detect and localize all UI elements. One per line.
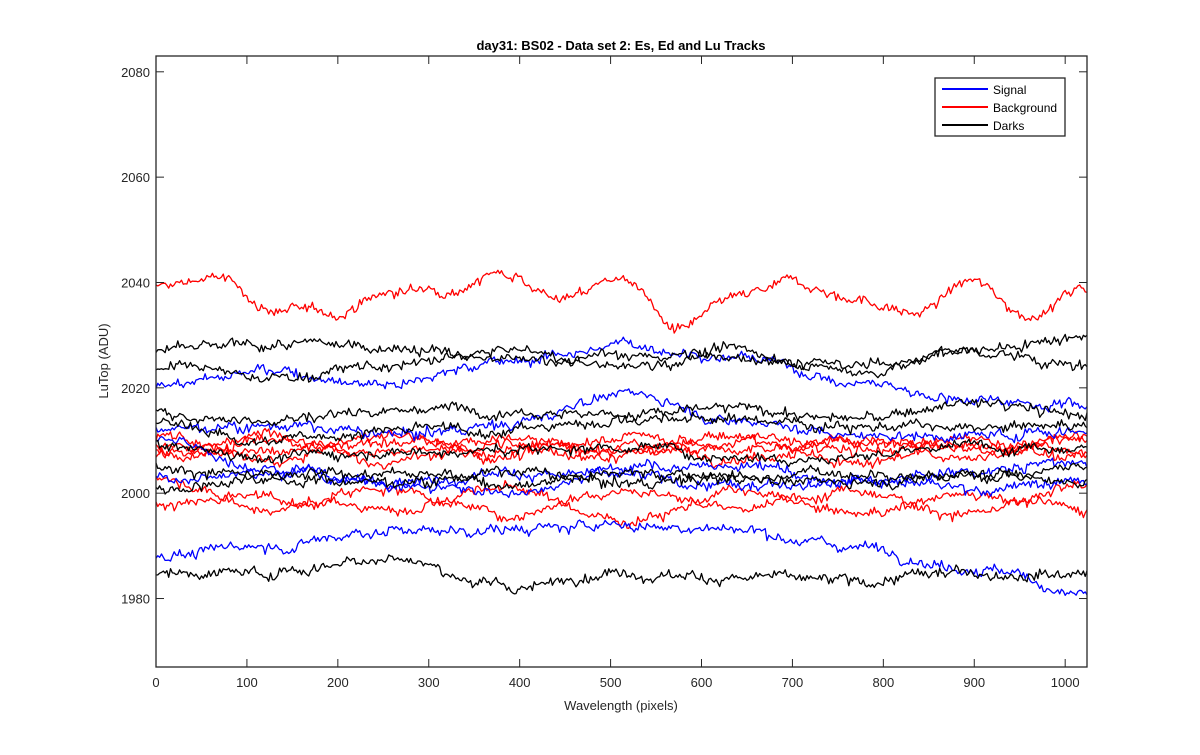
legend-label-signal: Signal [993, 83, 1026, 97]
series-line-darks-16 [155, 438, 1088, 468]
x-tick-label: 400 [509, 675, 531, 690]
chart-title: day31: BS02 - Data set 2: Es, Ed and Lu … [476, 38, 765, 53]
x-tick-label: 900 [963, 675, 985, 690]
series-layer [155, 269, 1088, 596]
x-tick-label: 700 [782, 675, 804, 690]
series-line-darks-19 [155, 554, 1088, 595]
series-line-darks-18 [155, 465, 1088, 495]
series-line-darks-14 [155, 398, 1088, 427]
plot-area-border [155, 55, 1088, 668]
series-line-background-4 [155, 427, 1088, 459]
legend-label-darks: Darks [993, 119, 1024, 133]
y-tick-label: 1980 [121, 592, 150, 607]
y-tick-label: 2000 [121, 486, 150, 501]
x-tick-label: 200 [327, 675, 349, 690]
x-tick-label: 500 [600, 675, 622, 690]
y-tick-label: 2040 [121, 275, 150, 290]
x-axis: 0 100 200 300 400 500 600 700 800 900 1000 [152, 56, 1080, 690]
y-tick-label: 2060 [121, 170, 150, 185]
y-axis: 1980 2000 2020 2040 2060 2080 [121, 65, 1087, 607]
series-line-background-6 [155, 475, 1088, 523]
x-tick-label: 100 [236, 675, 258, 690]
series-line-signal-11 [155, 519, 1088, 596]
series-line-darks-15 [155, 411, 1088, 447]
series-line-signal-10 [155, 435, 1088, 499]
series-line-darks-12 [155, 333, 1088, 371]
series-line-darks-13 [155, 341, 1088, 383]
x-tick-label: 600 [691, 675, 713, 690]
x-axis-label: Wavelength (pixels) [564, 698, 678, 713]
legend-label-background: Background [993, 101, 1057, 115]
series-line-signal-9 [155, 463, 1088, 497]
series-line-signal-8 [155, 388, 1088, 444]
x-tick-label: 1000 [1051, 675, 1080, 690]
y-axis-label: LuTop (ADU) [96, 323, 111, 398]
series-line-background-5 [155, 479, 1088, 529]
legend: Signal Background Darks [934, 77, 1066, 137]
x-tick-label: 0 [152, 675, 159, 690]
series-line-background-0 [155, 269, 1088, 334]
x-tick-label: 800 [872, 675, 894, 690]
y-tick-label: 2020 [121, 381, 150, 396]
x-tick-label: 300 [418, 675, 440, 690]
y-tick-label: 2080 [121, 65, 150, 80]
